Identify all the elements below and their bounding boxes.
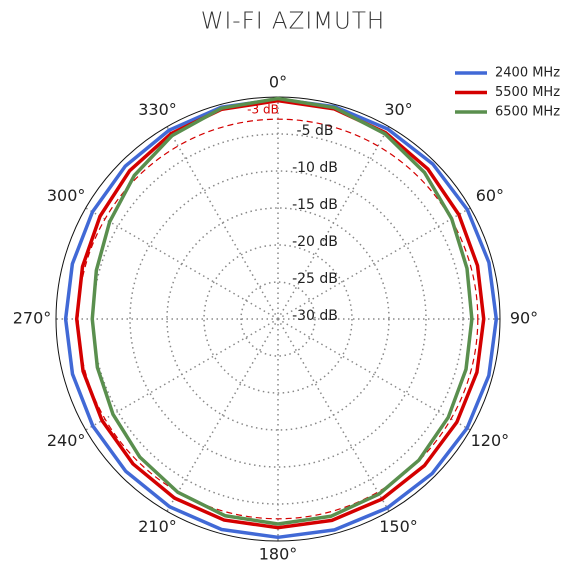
radial-tick-label: -20 dB: [292, 234, 338, 250]
series-line: [74, 98, 486, 530]
grid-ring: [129, 170, 427, 468]
radial-tick-label: -15 dB: [292, 197, 338, 213]
angle-tick-label: 120°: [471, 431, 510, 450]
grid-spoke: [277, 126, 390, 320]
radial-tick-label: -5 dB: [297, 123, 334, 139]
grid-spoke: [277, 318, 390, 512]
angle-tick-label: 90°: [510, 309, 538, 328]
legend-label: 5500 MHz: [495, 85, 560, 100]
grid-spoke: [85, 207, 279, 320]
radial-tick-label: -25 dB: [292, 271, 338, 287]
angle-tick-label: 60°: [476, 186, 504, 205]
grid-ring: [203, 244, 353, 394]
angle-tick-label: 30°: [384, 100, 412, 119]
angle-tick-label: 330°: [138, 100, 177, 119]
series-line: [63, 97, 499, 540]
reference-ring: [77, 118, 479, 520]
grid-spoke: [166, 318, 279, 512]
chart-title: WI-FI AZIMUTH: [201, 9, 385, 35]
grid-spoke: [166, 126, 279, 320]
radial-tick-label: -10 dB: [292, 160, 338, 176]
angle-tick-label: 300°: [47, 186, 86, 205]
radial-tick-label: -30 dB: [292, 308, 338, 324]
grid-ring: [240, 281, 316, 357]
grid-spoke: [277, 318, 471, 431]
legend-label: 6500 MHz: [495, 105, 560, 120]
grid-spoke: [85, 318, 279, 431]
angle-tick-label: 210°: [138, 517, 177, 536]
angle-tick-label: 180°: [259, 545, 298, 564]
angle-tick-label: 150°: [379, 517, 418, 536]
legend-label: 2400 MHz: [495, 66, 560, 81]
series-line: [90, 96, 474, 526]
angle-tick-label: 240°: [47, 431, 86, 450]
grid-spoke: [277, 207, 471, 320]
reference-label: -3 dB: [247, 103, 279, 117]
angle-tick-label: 0°: [269, 73, 287, 92]
angle-tick-label: 270°: [13, 309, 52, 328]
